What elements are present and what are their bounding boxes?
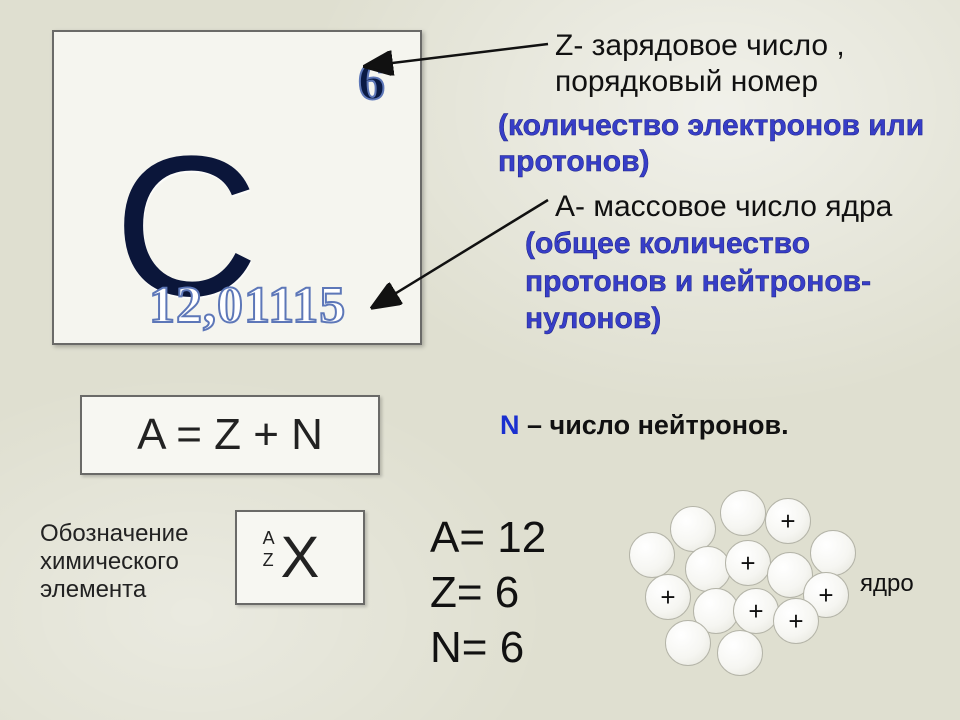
neutron [720,490,766,536]
notation-caption: Обозначение химического элемента [40,520,240,604]
neutron [665,620,711,666]
notation-x: A Z X [281,524,320,591]
z-definition: Z- зарядовое число , порядковый номер [555,28,955,100]
proton: + [733,588,779,634]
eq-z: Z= 6 [430,565,546,620]
eq-a: A= 12 [430,510,546,565]
neutron [717,630,763,676]
n-definition: N – число нейтронов. [500,410,930,441]
n-def-rest: – число нейтронов. [520,410,789,440]
notation-box: A Z X [235,510,365,605]
neutron [810,530,856,576]
nucleus-diagram: ++++++ [625,490,855,680]
eq-n: N= 6 [430,620,546,675]
proton: + [725,540,771,586]
a-parenthetic: (общее количество протонов и нейтронов- … [525,225,955,338]
a-definition: A- массовое число ядра [555,188,955,226]
proton: + [765,498,811,544]
z-parenthetic: (количество электронов или протонов) [498,108,958,180]
formula-text: A = Z + N [137,410,323,460]
neutron [629,532,675,578]
n-letter: N [500,410,520,440]
formula-box: A = Z + N [80,395,380,475]
equations: A= 12 Z= 6 N= 6 [430,510,546,675]
nucleus-label: ядро [860,570,914,598]
notation-a: A [263,528,275,549]
notation-z: Z [263,550,274,571]
proton: + [645,574,691,620]
neutron [685,546,731,592]
proton: + [773,598,819,644]
